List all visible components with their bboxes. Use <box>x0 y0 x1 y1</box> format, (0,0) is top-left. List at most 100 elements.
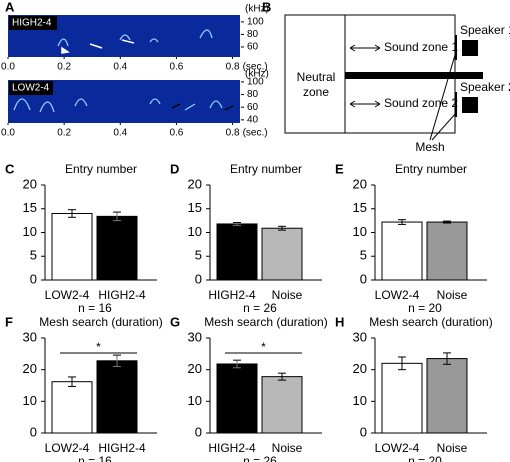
label-box <box>9 81 53 95</box>
bar <box>51 381 93 434</box>
y-tick-label: 0 <box>195 424 202 439</box>
x-tick-label: 0.8 <box>226 128 240 139</box>
bar <box>381 221 423 281</box>
x-axis-unit: (sec.) <box>243 62 268 73</box>
y-tick-label: 5 <box>195 248 202 263</box>
sample-size: n = 16 <box>78 454 112 462</box>
y-tick-label: 100 <box>247 77 264 88</box>
panel-letter: C <box>5 161 15 176</box>
y-tick-label: 20 <box>188 361 202 376</box>
y-tick-label: 80 <box>247 89 259 100</box>
x-tick-label: 0.4 <box>113 62 127 73</box>
bar <box>216 223 258 281</box>
chart-title: Mesh search (duration) <box>369 315 492 329</box>
panel-letter: A <box>5 0 15 14</box>
panel-letter: E <box>335 161 344 176</box>
sample-size: n = 16 <box>78 301 112 315</box>
sample-size: n = 26 <box>243 454 277 462</box>
chart-title: Entry number <box>395 162 467 176</box>
mesh-label: Mesh <box>415 140 444 154</box>
y-axis-unit: (kHz) <box>245 4 269 15</box>
significance-star: * <box>261 340 266 354</box>
spectrogram-traces <box>13 29 223 113</box>
y-tick-label: 15 <box>188 200 202 215</box>
x-tick-label: Noise <box>437 441 468 455</box>
bar <box>426 358 468 434</box>
panel-letter: G <box>170 314 180 329</box>
y-axis-unit: (kHz) <box>245 69 269 80</box>
sample-size: n = 20 <box>408 454 442 462</box>
bar <box>216 363 258 434</box>
x-tick-label: 0.6 <box>169 62 183 73</box>
spectrogram-label: HIGH2-4 <box>12 18 52 29</box>
x-tick-label: HIGH2-4 <box>98 441 146 455</box>
x-tick-label: HIGH2-4 <box>98 288 146 302</box>
x-tick-label: 0.2 <box>57 128 71 139</box>
chart-title: Mesh search (duration) <box>39 315 162 329</box>
bar <box>426 221 468 281</box>
y-tick-label: 100 <box>247 17 264 28</box>
y-tick-label: 20 <box>23 361 37 376</box>
x-tick-label: 0.4 <box>113 128 127 139</box>
y-tick-label: 15 <box>23 200 37 215</box>
x-tick-label: 0.2 <box>57 62 71 73</box>
x-tick-label: Noise <box>272 441 303 455</box>
y-tick-label: 40 <box>247 114 259 125</box>
bar <box>96 215 138 281</box>
y-tick-label: 10 <box>23 224 37 239</box>
y-tick-label: 20 <box>188 176 202 191</box>
y-tick-label: 20 <box>23 176 37 191</box>
speaker-label: Speaker 2 <box>460 80 510 94</box>
y-tick-label: 0 <box>30 271 37 286</box>
chart-title: Entry number <box>65 162 137 176</box>
x-tick-label: HIGH2-4 <box>208 441 256 455</box>
bar <box>261 376 303 434</box>
y-tick-label: 80 <box>247 29 259 40</box>
y-tick-label: 10 <box>188 393 202 408</box>
y-tick-label: 10 <box>23 393 37 408</box>
zone-label: zone <box>303 85 329 99</box>
y-tick-label: 0 <box>360 424 367 439</box>
bar <box>261 227 303 281</box>
x-tick-label: 0.0 <box>1 128 15 139</box>
significance-star: * <box>96 340 101 354</box>
y-tick-label: 5 <box>360 248 367 263</box>
y-tick-label: 60 <box>247 42 259 53</box>
y-tick-label: 60 <box>247 102 259 113</box>
x-tick-label: 0.6 <box>169 128 183 139</box>
y-tick-label: 30 <box>23 329 37 344</box>
zone-label: Neutral <box>297 70 336 84</box>
y-tick-label: 30 <box>188 329 202 344</box>
y-tick-label: 0 <box>360 271 367 286</box>
y-tick-label: 10 <box>188 224 202 239</box>
spectrogram-arrows <box>171 103 234 111</box>
y-tick-label: 10 <box>353 393 367 408</box>
y-tick-label: 10 <box>353 224 367 239</box>
y-tick-label: 20 <box>353 176 367 191</box>
zone-label: Sound zone 1 <box>384 40 458 54</box>
sample-size: n = 20 <box>408 301 442 315</box>
speaker <box>462 40 478 56</box>
speaker-label: Speaker 1 <box>460 23 510 37</box>
x-tick-label: 0.0 <box>1 62 15 73</box>
panel-letter: B <box>262 0 271 14</box>
x-tick-label: LOW2-4 <box>45 288 90 302</box>
y-tick-label: 5 <box>30 248 37 263</box>
y-tick-label: 15 <box>353 200 367 215</box>
arena <box>284 14 457 141</box>
y-tick-label: 20 <box>353 361 367 376</box>
panel-letter: F <box>5 314 13 329</box>
bar <box>51 213 93 281</box>
x-tick-label: LOW2-4 <box>375 288 420 302</box>
panel-letter: D <box>170 161 179 176</box>
y-tick-label: 30 <box>353 329 367 344</box>
y-tick-label: 0 <box>30 424 37 439</box>
chart-title: Mesh search (duration) <box>204 315 327 329</box>
label-box <box>9 16 57 30</box>
x-tick-label: Noise <box>437 288 468 302</box>
x-tick-label: LOW2-4 <box>375 441 420 455</box>
chart-title: Entry number <box>230 162 302 176</box>
spectrogram-arrows <box>61 39 135 54</box>
